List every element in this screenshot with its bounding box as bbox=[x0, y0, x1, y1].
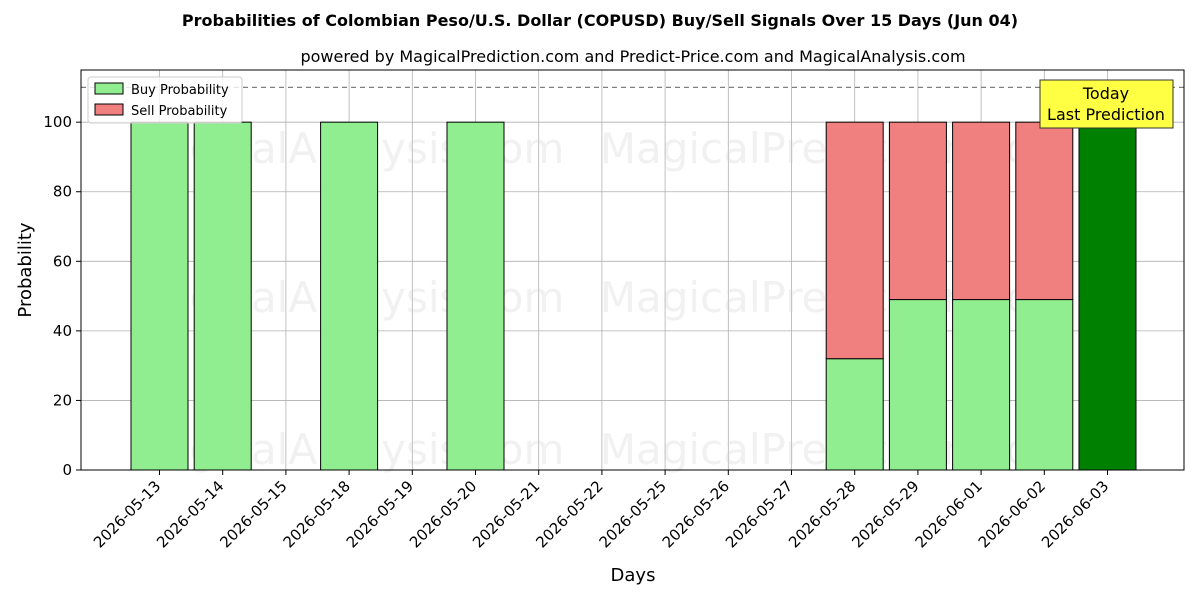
x-tick-label: 2026-05-19 bbox=[343, 477, 417, 551]
sell-bar bbox=[888, 121, 947, 301]
chart-subtitle: powered by MagicalPrediction.com and Pre… bbox=[300, 47, 965, 66]
legend-frame bbox=[87, 76, 243, 124]
x-tick-label: 2026-05-28 bbox=[785, 477, 859, 551]
sell-bar bbox=[952, 121, 1011, 301]
x-tick-label: 2026-05-15 bbox=[216, 477, 290, 551]
x-tick-label: 2026-05-20 bbox=[406, 477, 480, 551]
x-tick-label: 2026-05-21 bbox=[469, 477, 543, 551]
buy-bar bbox=[193, 121, 252, 471]
buy-bar bbox=[888, 299, 947, 471]
y-tick-label: 0 bbox=[62, 461, 72, 479]
annotation-line-2: Last Prediction bbox=[1047, 105, 1165, 124]
x-tick-label: 2026-05-29 bbox=[848, 477, 922, 551]
x-tick-label: 2026-05-18 bbox=[280, 477, 354, 551]
legend-buy-label: Buy Probability bbox=[131, 83, 229, 98]
y-tick-label: 40 bbox=[53, 322, 72, 340]
x-tick-label: 2026-06-03 bbox=[1038, 477, 1112, 551]
x-tick-label: 2026-05-14 bbox=[153, 477, 227, 551]
bars bbox=[130, 121, 1137, 471]
y-tick-label: 20 bbox=[53, 391, 72, 409]
buy-bar bbox=[320, 121, 379, 471]
legend-buy-swatch bbox=[94, 82, 124, 95]
y-axis-label: Probability bbox=[15, 222, 36, 317]
sell-bar bbox=[825, 121, 884, 360]
x-axis-ticks: 2026-05-132026-05-142026-05-152026-05-18… bbox=[90, 470, 1112, 551]
plot-frame bbox=[80, 69, 1185, 471]
y-tick-label: 60 bbox=[53, 252, 72, 270]
buy-bar bbox=[1015, 299, 1074, 471]
annotation-line-1: Today bbox=[1082, 84, 1129, 103]
y-tick-label: 100 bbox=[43, 113, 72, 131]
legend: Buy Probability Sell Probability bbox=[87, 76, 243, 124]
x-tick-label: 2026-05-13 bbox=[90, 477, 164, 551]
buy-bar bbox=[446, 121, 505, 471]
y-tick-label: 80 bbox=[53, 183, 72, 201]
y-axis-ticks: 0 20 40 60 80 100 bbox=[43, 113, 81, 479]
buy-bar bbox=[130, 121, 189, 471]
legend-sell-swatch bbox=[94, 103, 124, 116]
x-tick-label: 2026-05-22 bbox=[532, 477, 606, 551]
x-tick-label: 2026-05-25 bbox=[596, 477, 670, 551]
today-annotation: Today Last Prediction bbox=[1039, 79, 1174, 129]
legend-sell-label: Sell Probability bbox=[131, 104, 228, 119]
x-axis-label: Days bbox=[611, 565, 656, 586]
x-tick-label: 2026-06-02 bbox=[975, 477, 1049, 551]
buy-bar bbox=[1078, 121, 1137, 471]
x-tick-label: 2026-05-27 bbox=[722, 477, 796, 551]
chart-title: Probabilities of Colombian Peso/U.S. Dol… bbox=[182, 11, 1018, 30]
annotation-box bbox=[1039, 79, 1174, 129]
sell-bar bbox=[1015, 121, 1074, 301]
buy-bar bbox=[825, 358, 884, 471]
x-tick-label: 2026-05-26 bbox=[659, 477, 733, 551]
buy-bar bbox=[952, 299, 1011, 471]
x-tick-label: 2026-06-01 bbox=[912, 477, 986, 551]
